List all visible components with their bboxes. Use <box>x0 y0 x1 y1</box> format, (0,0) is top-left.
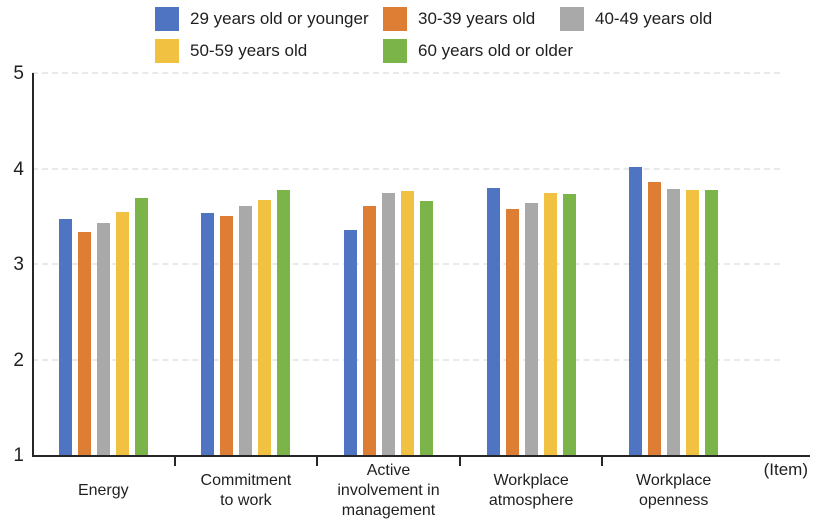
legend-label: 50-59 years old <box>190 40 308 60</box>
bar <box>648 181 662 455</box>
x-axis-category-label: Active involvement in management <box>337 462 440 519</box>
bar <box>420 200 433 455</box>
bar <box>629 166 643 455</box>
legend-item: 29 years old or younger <box>155 6 383 31</box>
bar <box>134 198 148 455</box>
x-axis-category-label: Workplace atmosphere <box>488 472 574 509</box>
x-axis-category-label: Energy <box>77 482 129 499</box>
bar <box>344 229 357 455</box>
bar <box>486 187 500 455</box>
x-axis-tick <box>458 457 461 466</box>
legend-swatch-icon <box>560 6 584 31</box>
legend-item: 30-39 years old <box>383 6 560 31</box>
y-axis-tick-label: 5 <box>13 63 24 84</box>
chart-legend: 29 years old or younger 30-39 years old 40… <box>155 6 790 63</box>
x-axis-line <box>32 455 810 457</box>
bar <box>258 200 272 455</box>
legend-swatch-icon <box>155 6 179 31</box>
bar <box>58 219 72 455</box>
bar <box>524 202 538 455</box>
bar <box>96 222 110 455</box>
gridline <box>32 167 780 170</box>
x-axis-tick <box>601 457 604 466</box>
bar <box>382 193 395 455</box>
legend-swatch-icon <box>155 38 179 63</box>
legend-swatch-icon <box>383 38 407 63</box>
bar <box>239 205 253 455</box>
bar <box>277 190 291 455</box>
x-axis-category-label: Commitment to work <box>200 472 292 509</box>
legend-item: 60 years old or older <box>383 38 573 63</box>
bar <box>667 188 681 455</box>
bar <box>705 189 719 455</box>
bar <box>201 213 215 455</box>
y-axis-tick-label: 4 <box>13 158 24 180</box>
bar <box>505 208 519 455</box>
bar <box>115 212 129 455</box>
legend-label: 60 years old or older <box>418 40 573 60</box>
legend-item: 40-49 years old <box>560 6 790 31</box>
x-axis-tick <box>173 457 176 466</box>
x-axis-tick <box>316 457 319 466</box>
bar <box>543 193 557 455</box>
bar <box>77 231 91 455</box>
legend-label: 29 years old or younger <box>190 8 369 28</box>
y-axis-tick-label: 3 <box>13 254 24 275</box>
bar <box>562 194 576 455</box>
bar <box>401 191 414 455</box>
y-axis-line <box>32 73 34 457</box>
y-axis-tick-label: 2 <box>13 349 24 371</box>
y-axis-tick-label: 1 <box>13 445 24 466</box>
bar <box>686 190 700 455</box>
x-axis-category-label: Workplace openness <box>636 472 712 509</box>
bar <box>220 216 234 455</box>
x-axis-unit-label: (Item) <box>763 460 808 479</box>
gridline <box>32 72 780 74</box>
bar <box>363 205 376 455</box>
legend-item: 50-59 years old <box>155 38 383 63</box>
legend-swatch-icon <box>383 6 407 31</box>
legend-label: 30-39 years old <box>418 8 536 28</box>
legend-label: 40-49 years old <box>595 8 713 28</box>
